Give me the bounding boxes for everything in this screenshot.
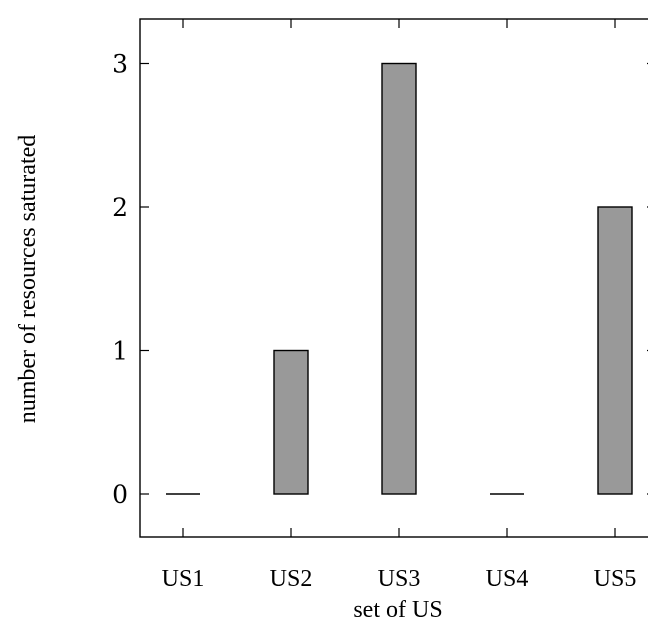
y-tick-label: 0	[112, 480, 128, 509]
y-tick-label: 2	[112, 193, 128, 222]
bar	[597, 206, 633, 495]
y-tick-label: 3	[112, 50, 128, 79]
plot-frame	[139, 18, 648, 538]
x-axis-label: set of US	[353, 597, 442, 623]
x-tick-labels: US1 US2 US3 US4 US5	[162, 566, 637, 592]
y-axis-label: number of resources saturated	[15, 135, 41, 424]
x-tick-label: US3	[378, 566, 421, 592]
y-tick-labels: 0 1 2 3	[112, 50, 128, 510]
x-tick-label: US4	[486, 566, 529, 592]
axis-ticks	[140, 19, 648, 537]
bars	[166, 62, 633, 495]
x-tick-label: US5	[594, 566, 637, 592]
bar	[273, 349, 309, 495]
y-tick-label: 1	[112, 337, 128, 366]
bar	[381, 62, 417, 495]
x-tick-label: US2	[270, 566, 313, 592]
x-tick-label: US1	[162, 566, 205, 592]
